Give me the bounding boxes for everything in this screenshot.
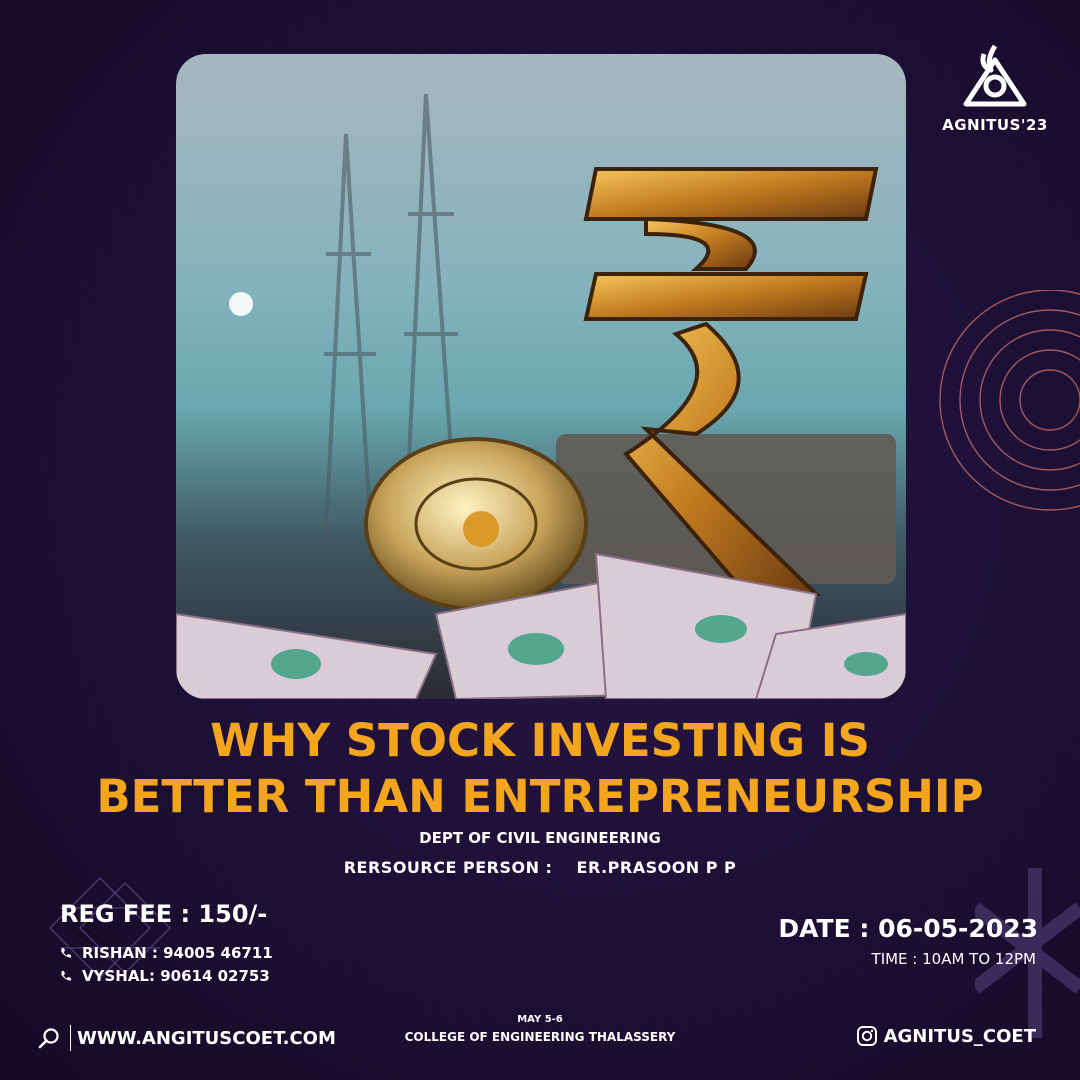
lattice-decoration [48, 876, 172, 980]
divider [70, 1025, 71, 1051]
event-title-line-2: BETTER THAN ENTREPRENEURSHIP [96, 770, 984, 823]
event-time: TIME : 10AM TO 12PM [871, 950, 1036, 968]
contact-text: RISHAN : 94005 46711 [82, 944, 273, 962]
contact-vyshal[interactable]: VYSHAL: 90614 02753 [60, 967, 270, 985]
hero-image [176, 54, 906, 699]
concentric-circles-decoration [939, 290, 1080, 511]
event-date: DATE : 06-05-2023 [778, 914, 1038, 943]
fest-dates: MAY 5-6 [517, 1014, 563, 1025]
department: DEPT OF CIVIL ENGINEERING [419, 829, 661, 847]
contact-text: VYSHAL: 90614 02753 [82, 967, 270, 985]
instagram-link[interactable]: AGNITUS_COET [856, 1025, 1036, 1047]
resource-person-name: ER.PRASOON P P [576, 858, 737, 877]
contact-rishan[interactable]: RISHAN : 94005 46711 [60, 944, 273, 962]
rupee-symbol-icon [176, 93, 906, 699]
search-icon [38, 1028, 59, 1049]
website-link[interactable]: WWW.ANGITUSCOET.COM [38, 1025, 336, 1051]
footer-event-info: MAY 5-6 COLLEGE OF ENGINEERING THALASSER… [0, 1014, 1080, 1044]
resource-person: RERSOURCE PERSON : ER.PRASOON P P [0, 858, 1080, 877]
event-title-line-1: WHY STOCK INVESTING IS [210, 714, 870, 767]
instagram-icon [856, 1026, 877, 1046]
phone-icon [61, 971, 71, 981]
brand-name: AGNITUS'23 [942, 116, 1048, 134]
registration-fee: REG FEE : 150/- [60, 900, 268, 928]
phone-icon [61, 948, 71, 958]
resource-person-label: RERSOURCE PERSON : [343, 858, 553, 877]
instagram-handle: AGNITUS_COET [883, 1025, 1036, 1047]
college-name: COLLEGE OF ENGINEERING THALASSERY [404, 1030, 676, 1044]
brand-logo: AGNITUS'23 [940, 40, 1050, 134]
website-text: WWW.ANGITUSCOET.COM [77, 1027, 336, 1049]
agnitus-logo-icon [963, 44, 1027, 107]
asterisk-decoration [975, 868, 1080, 1038]
